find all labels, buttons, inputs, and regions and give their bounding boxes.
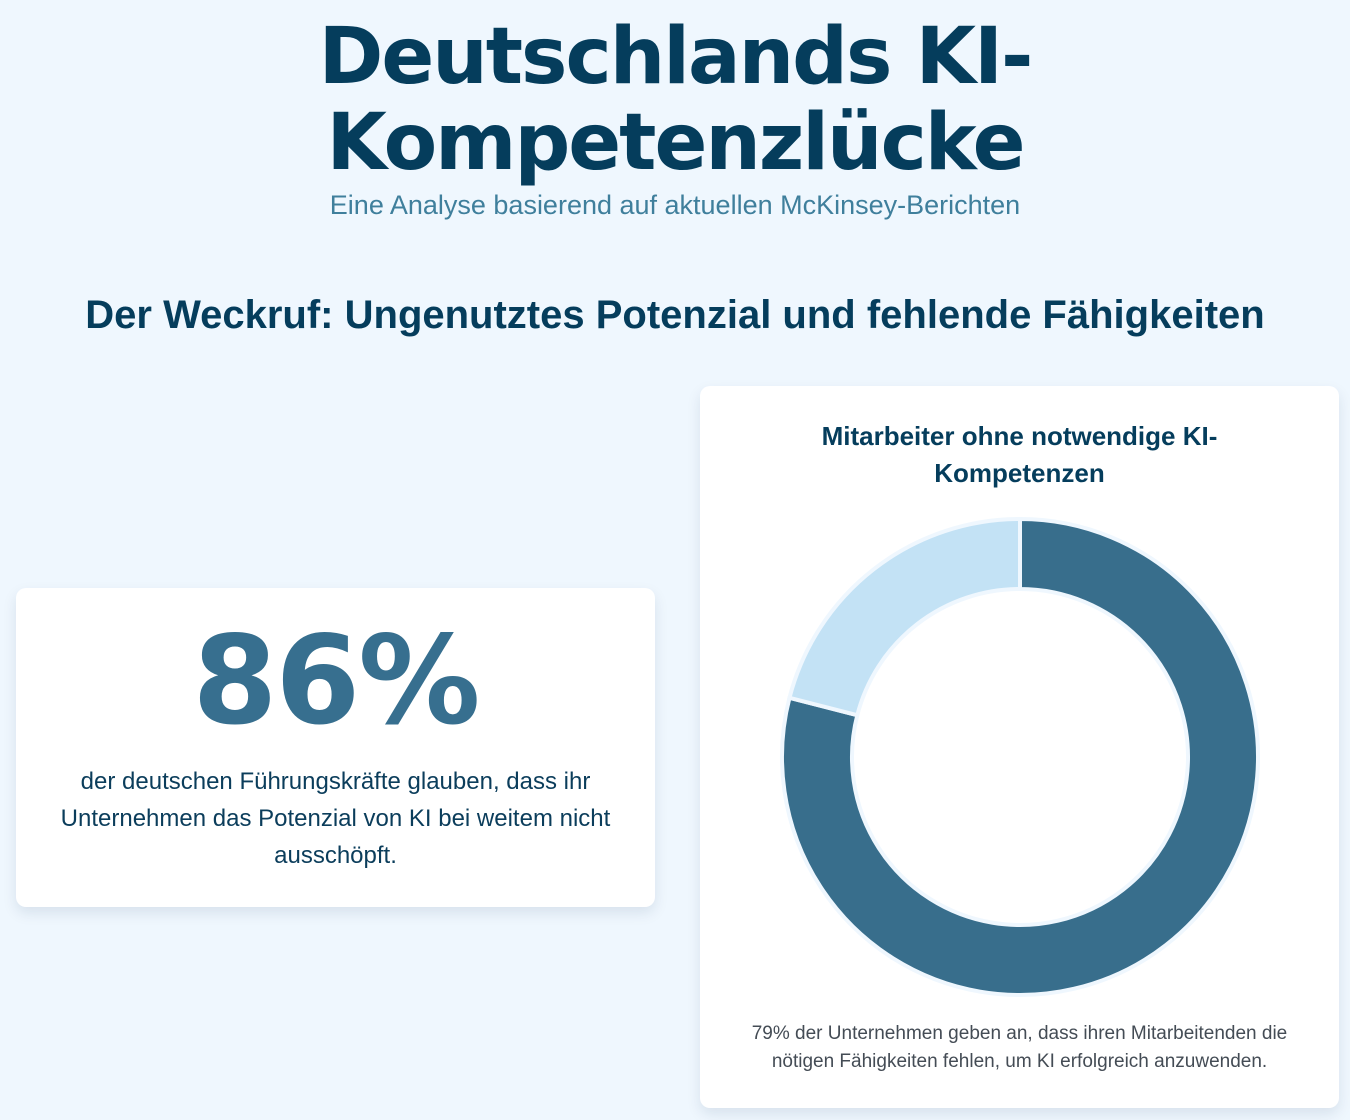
donut-slice-1 [780, 516, 1260, 997]
donut-chart [780, 516, 1260, 997]
stat-description: der deutschen Führungskräfte glauben, da… [60, 768, 611, 869]
chart-title: Mitarbeiter ohne notwendige KI-Kompetenz… [821, 421, 1218, 488]
stat-card: 86% der deutschen Führungskräfte glauben… [16, 588, 655, 907]
page-title: Deutschlands KI-Kompetenzlücke [318, 12, 1034, 188]
chart-card: Mitarbeiter ohne notwendige KI-Kompetenz… [700, 386, 1339, 1108]
section-heading: Der Weckruf: Ungenutztes Potenzial und f… [85, 293, 1265, 337]
page-subtitle: Eine Analyse basierend auf aktuellen McK… [329, 190, 1021, 220]
chart-caption: 79% der Unternehmen geben an, dass ihren… [751, 1023, 1288, 1072]
stat-value: 86% [192, 610, 480, 752]
donut-slice-2 [787, 516, 1022, 718]
